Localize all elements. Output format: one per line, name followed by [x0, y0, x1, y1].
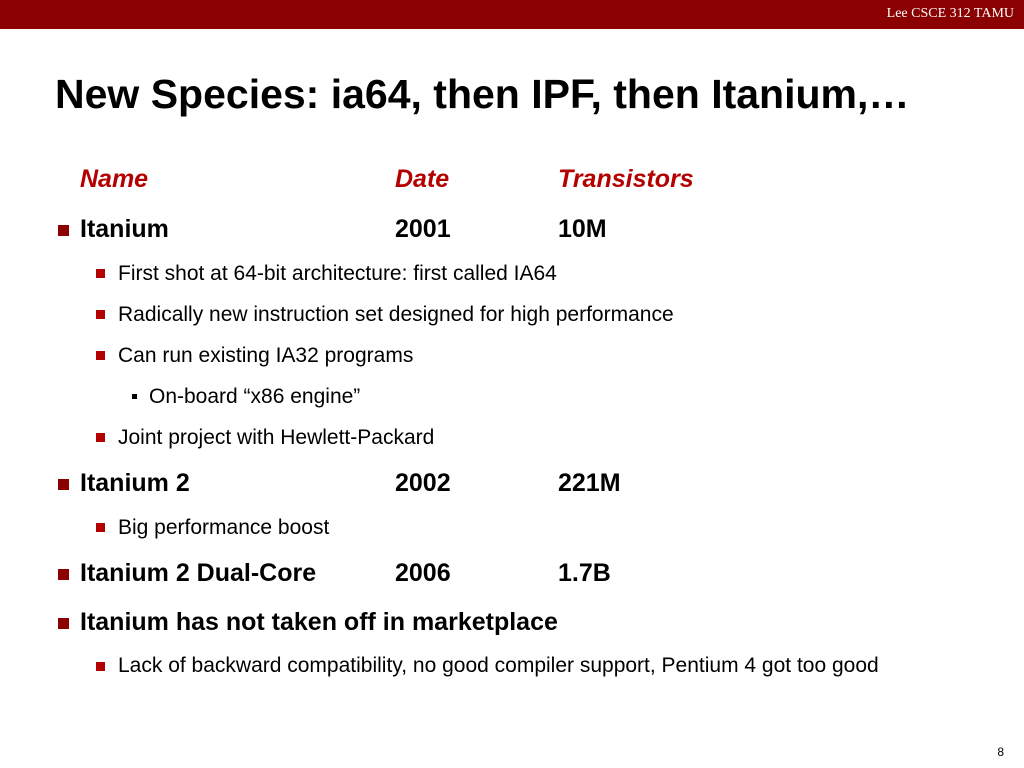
small-square-bullet-icon — [132, 394, 137, 399]
sub-bullet-item: Lack of backward compatibility, no good … — [0, 654, 1024, 724]
sub-bullet-item: Radically new instruction set designed f… — [0, 302, 1024, 328]
square-bullet-icon — [96, 351, 105, 360]
item-transistors: 221M — [558, 469, 621, 497]
item-date: 2006 — [395, 559, 451, 587]
list-item-marketplace: Itanium has not taken off in marketplace — [0, 608, 1024, 638]
list-item-itanium-2: Itanium 2 2002 221M — [0, 469, 1024, 499]
square-bullet-icon — [58, 225, 69, 236]
item-name: Itanium — [80, 215, 169, 243]
sub-sub-bullet-item: On-board “x86 engine” — [0, 384, 1024, 410]
sub-bullet-item: First shot at 64-bit architecture: first… — [0, 261, 1024, 287]
column-header-date: Date — [395, 165, 450, 193]
square-bullet-icon — [96, 523, 105, 532]
sub-bullet-item: Can run existing IA32 programs — [0, 343, 1024, 369]
sub-bullet-text: Big performance boost — [118, 516, 330, 539]
sub-bullet-text: Radically new instruction set designed f… — [118, 303, 674, 326]
square-bullet-icon — [96, 310, 105, 319]
square-bullet-icon — [58, 569, 69, 580]
sub-bullet-text: Can run existing IA32 programs — [118, 344, 414, 367]
list-item-itanium-2-dual-core: Itanium 2 Dual-Core 2006 1.7B — [0, 559, 1024, 589]
sub-bullet-text: Lack of backward compatibility, no good … — [118, 654, 879, 677]
square-bullet-icon — [58, 618, 69, 629]
course-label: Lee CSCE 312 TAMU — [886, 6, 1014, 21]
item-date: 2002 — [395, 469, 451, 497]
sub-bullet-text: First shot at 64-bit architecture: first… — [118, 262, 557, 285]
slide-title: New Species: ia64, then IPF, then Itaniu… — [55, 71, 910, 117]
item-transistors: 10M — [558, 215, 607, 243]
column-header-name: Name — [80, 165, 149, 193]
square-bullet-icon — [96, 662, 105, 671]
list-item-itanium: Itanium 2001 10M — [0, 215, 1024, 245]
page-number: 8 — [997, 745, 1004, 759]
sub-bullet-text: Joint project with Hewlett-Packard — [118, 426, 435, 449]
sub-sub-bullet-text: On-board “x86 engine” — [149, 385, 361, 408]
sub-bullet-item: Big performance boost — [0, 515, 1024, 541]
square-bullet-icon — [96, 269, 105, 278]
sub-bullet-item: Joint project with Hewlett-Packard — [0, 425, 1024, 451]
square-bullet-icon — [96, 433, 105, 442]
item-text: Itanium has not taken off in marketplace — [80, 608, 558, 636]
column-header-row: Name Date Transistors — [0, 165, 1024, 195]
column-header-transistors: Transistors — [558, 165, 694, 193]
item-transistors: 1.7B — [558, 559, 611, 587]
item-name: Itanium 2 — [80, 469, 190, 497]
square-bullet-icon — [58, 479, 69, 490]
item-name: Itanium 2 Dual-Core — [80, 559, 317, 587]
header-bar: Lee CSCE 312 TAMU — [0, 0, 1024, 29]
item-date: 2001 — [395, 215, 451, 243]
